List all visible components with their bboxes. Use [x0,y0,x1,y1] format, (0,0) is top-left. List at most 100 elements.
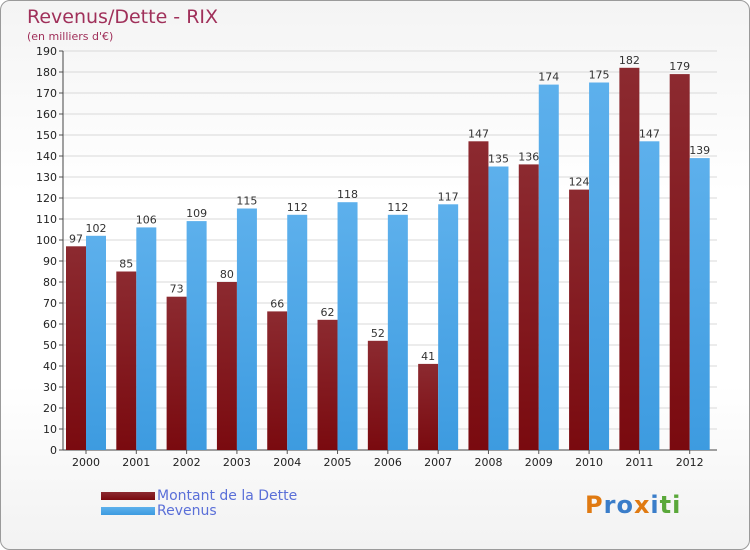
bar-dette-2011 [619,67,640,451]
logo-letter: o [616,491,634,519]
data-label-revenus-2003: 115 [236,195,257,208]
bar-revenus-2005 [337,202,358,450]
data-label-dette-2008: 147 [468,127,489,140]
y-tick-label: 20 [43,402,57,415]
data-label-revenus-2010: 175 [589,69,610,82]
data-label-dette-2003: 80 [220,268,234,281]
x-tick-label: 2005 [324,456,352,469]
bar-revenus-2008 [488,166,509,450]
y-tick-label: 10 [43,423,57,436]
y-tick-label: 70 [43,297,57,310]
data-label-revenus-2001: 106 [136,213,157,226]
x-tick-label: 2009 [525,456,553,469]
bar-dette-2004 [267,311,288,450]
data-label-dette-2011: 182 [619,54,640,67]
bar-revenus-2009 [538,84,559,450]
y-tick-label: 190 [36,45,57,58]
y-tick-label: 40 [43,360,57,373]
x-tick-label: 2008 [474,456,502,469]
bar-revenus-2011 [639,141,660,451]
x-tick-label: 2001 [122,456,150,469]
data-label-revenus-2004: 112 [287,201,308,214]
bar-dette-2005 [317,319,338,450]
x-tick-label: 2006 [374,456,402,469]
bar-dette-2007 [418,363,439,450]
bar-dette-2003 [216,282,237,450]
logo-letter: P [585,491,604,519]
legend-item-revenus: Revenus [101,503,217,519]
y-tick-label: 150 [36,129,57,142]
data-label-dette-2001: 85 [119,258,133,271]
data-label-revenus-2008: 135 [488,153,509,166]
x-tick-label: 2010 [575,456,603,469]
x-tick-label: 2004 [273,456,301,469]
legend-swatch-revenus [101,507,155,515]
data-label-dette-2006: 52 [371,327,385,340]
bar-revenus-2001 [136,227,157,450]
data-label-dette-2010: 124 [569,176,590,189]
bar-dette-2006 [367,340,388,450]
data-label-dette-2000: 97 [69,232,83,245]
bar-dette-2012 [669,74,690,450]
proxiti-logo: Proxiti [585,491,681,519]
data-label-dette-2007: 41 [421,350,435,363]
logo-letter: t [659,491,673,519]
bar-revenus-2004 [287,214,308,450]
bar-dette-2009 [518,164,539,450]
logo-letter: i [650,491,660,519]
data-label-dette-2009: 136 [518,150,539,163]
y-tick-label: 120 [36,192,57,205]
bar-revenus-2006 [387,214,408,450]
y-tick-label: 170 [36,87,57,100]
bar-dette-2010 [569,189,590,450]
y-tick-label: 60 [43,318,57,331]
data-label-revenus-2009: 174 [538,71,559,84]
data-label-dette-2005: 62 [321,306,335,319]
y-tick-label: 0 [50,444,57,457]
bar-revenus-2012 [689,158,710,450]
logo-letter: x [633,491,651,519]
data-label-revenus-2012: 139 [689,144,710,157]
bar-dette-2008 [468,141,489,451]
data-label-revenus-2011: 147 [639,127,660,140]
y-tick-label: 110 [36,213,57,226]
legend-item-dette: Montant de la Dette [101,488,297,504]
y-tick-label: 80 [43,276,57,289]
data-label-revenus-2005: 118 [337,188,358,201]
x-tick-label: 2007 [424,456,452,469]
x-tick-label: 2011 [625,456,653,469]
chart-subtitle: (en milliers d'€) [27,30,114,43]
legend-label-revenus: Revenus [157,503,217,519]
legend-label-dette: Montant de la Dette [157,488,298,504]
data-label-revenus-2007: 117 [438,190,459,203]
chart-title: Revenus/Dette - RIX [27,6,219,28]
x-tick-label: 2000 [72,456,100,469]
bar-revenus-2002 [186,221,207,450]
x-tick-label: 2003 [223,456,251,469]
x-tick-label: 2012 [676,456,704,469]
bar-revenus-2010 [589,82,610,450]
y-tick-label: 100 [36,234,57,247]
bar-revenus-2003 [236,208,257,450]
y-tick-label: 180 [36,66,57,79]
bar-revenus-2000 [86,235,106,450]
bar-dette-2002 [166,296,187,450]
data-label-revenus-2000: 102 [86,222,107,235]
bar-dette-2000 [66,246,86,450]
data-label-dette-2012: 179 [669,60,690,73]
y-tick-label: 90 [43,255,57,268]
y-tick-label: 130 [36,171,57,184]
bar-dette-2001 [116,271,137,450]
data-label-revenus-2002: 109 [186,207,207,220]
logo-letter: r [603,491,617,519]
y-tick-label: 160 [36,108,57,121]
y-tick-label: 30 [43,381,57,394]
data-label-revenus-2006: 112 [387,201,408,214]
bar-revenus-2007 [438,204,459,450]
logo-letter: i [672,491,682,519]
data-label-dette-2002: 73 [170,283,184,296]
y-tick-label: 50 [43,339,57,352]
data-label-dette-2004: 66 [270,297,284,310]
